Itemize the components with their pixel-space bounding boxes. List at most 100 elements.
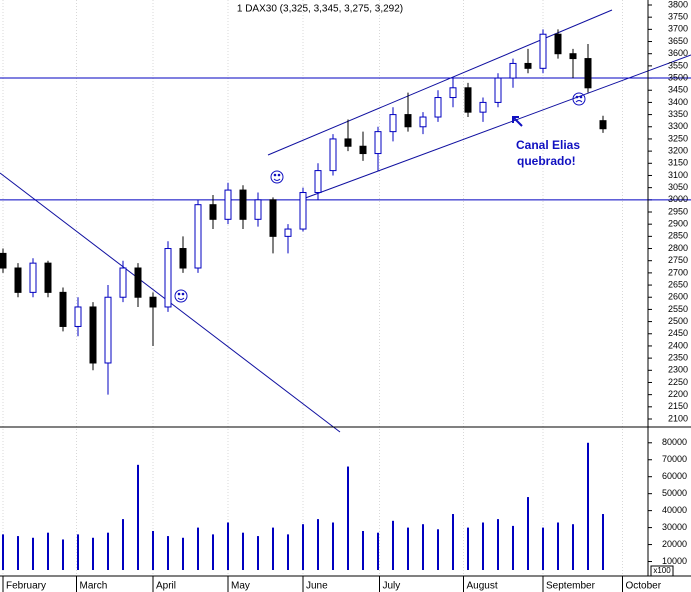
volume-bar (452, 514, 454, 570)
chart-title: 1 DAX30 (3,325, 3,345, 3,275, 3,292) (237, 4, 403, 15)
y-tick-label: 2950 (668, 206, 688, 216)
volume-bar (287, 534, 289, 570)
annotation: Canal Elias (516, 138, 580, 152)
x-tick-label: May (231, 581, 250, 592)
candle-body (449, 87, 457, 99)
candle-body (419, 116, 427, 128)
smiley (174, 289, 188, 303)
y-tick-label: 2100 (668, 413, 688, 423)
y-tick-label: 2650 (668, 279, 688, 289)
sad-face (572, 92, 586, 106)
volume-bar (377, 532, 379, 570)
volume-bar (482, 522, 484, 570)
y-tick-label: 2750 (668, 255, 688, 265)
volume-bar (347, 466, 349, 570)
y-tick-label: 3750 (668, 12, 688, 22)
volume-bar (602, 514, 604, 570)
y-tick-label: 3000 (668, 194, 688, 204)
x-tick-label: September (546, 581, 596, 592)
arrow (512, 116, 523, 127)
volume-bar (557, 522, 559, 570)
volume-bar (167, 536, 169, 570)
candle-body (539, 33, 547, 69)
y-tick-label: 2400 (668, 340, 688, 350)
volume-bar (92, 537, 94, 570)
candle-body (569, 53, 577, 60)
y-tick-label: 2500 (668, 316, 688, 326)
smiley (270, 170, 284, 184)
y-tick-label: 3350 (668, 109, 688, 119)
annotation: quebrado! (517, 154, 576, 168)
volume-bar (512, 525, 514, 570)
volume-bar (317, 519, 319, 570)
y-tick-label: 2200 (668, 389, 688, 399)
candle-body (404, 114, 412, 128)
volume-bar (17, 536, 19, 570)
x-tick-label: October (626, 581, 662, 592)
volume-bar (122, 519, 124, 570)
x-tick-label: June (306, 581, 328, 592)
candle-body (194, 204, 202, 269)
y-tick-label: 3050 (668, 182, 688, 192)
volume-bar (137, 464, 139, 570)
candle-body (239, 189, 247, 220)
candle-body (59, 291, 67, 327)
candle-body (29, 262, 37, 293)
volume-bar (467, 527, 469, 570)
volume-bar (362, 530, 364, 570)
candle-body (164, 248, 172, 308)
y-tick-label: 2150 (668, 401, 688, 411)
unit-box (650, 565, 674, 577)
volume-bar (257, 536, 259, 570)
y-tick-label: 2450 (668, 328, 688, 338)
candle-body (389, 114, 397, 133)
y-tick-label: 50000 (662, 488, 687, 498)
candle-body (254, 199, 262, 220)
y-tick-label: 3400 (668, 97, 688, 107)
volume-unit: x100 (653, 566, 671, 575)
candle-body (14, 267, 22, 293)
y-tick-label: 2350 (668, 352, 688, 362)
candle-body (89, 306, 97, 364)
x-tick-label: August (467, 581, 498, 592)
volume-bar (572, 524, 574, 570)
y-tick-label: 3250 (668, 133, 688, 143)
grid (2, 0, 652, 592)
y-tick-label: 20000 (662, 539, 687, 549)
y-tick-label: 3150 (668, 158, 688, 168)
y-tick-label: 3200 (668, 145, 688, 155)
y-tick-label: 3650 (668, 36, 688, 46)
candle-body (209, 204, 217, 220)
volume-bar (242, 532, 244, 570)
x-tick-label: July (383, 581, 401, 592)
y-tick-label: 3100 (668, 170, 688, 180)
volume-bar (437, 529, 439, 570)
candle-body (599, 120, 607, 130)
candle-body (74, 306, 82, 327)
x-tick-label: February (6, 581, 46, 592)
candle-body (224, 189, 232, 220)
candle-body (269, 199, 277, 237)
volume-bar (197, 527, 199, 570)
volume-bar (422, 524, 424, 570)
candle-body (344, 138, 352, 147)
volume-bar (107, 532, 109, 570)
y-tick-label: 2800 (668, 243, 688, 253)
y-tick-label: 3300 (668, 121, 688, 131)
x-tick-label: March (80, 581, 108, 592)
volume-bar (212, 534, 214, 570)
volume-bar (332, 522, 334, 570)
candle-body (554, 33, 562, 55)
candle-body (359, 145, 367, 155)
candle-body (464, 87, 472, 113)
y-tick-label: 2900 (668, 219, 688, 229)
candle-body (509, 62, 517, 79)
y-tick-label: 10000 (662, 556, 687, 566)
volume-bar (542, 527, 544, 570)
y-tick-label: 3500 (668, 72, 688, 82)
volume-bar (227, 522, 229, 570)
candle-body (149, 296, 157, 308)
y-tick-label: 40000 (662, 505, 687, 515)
y-tick-label: 2850 (668, 231, 688, 241)
candle-body (134, 267, 142, 298)
